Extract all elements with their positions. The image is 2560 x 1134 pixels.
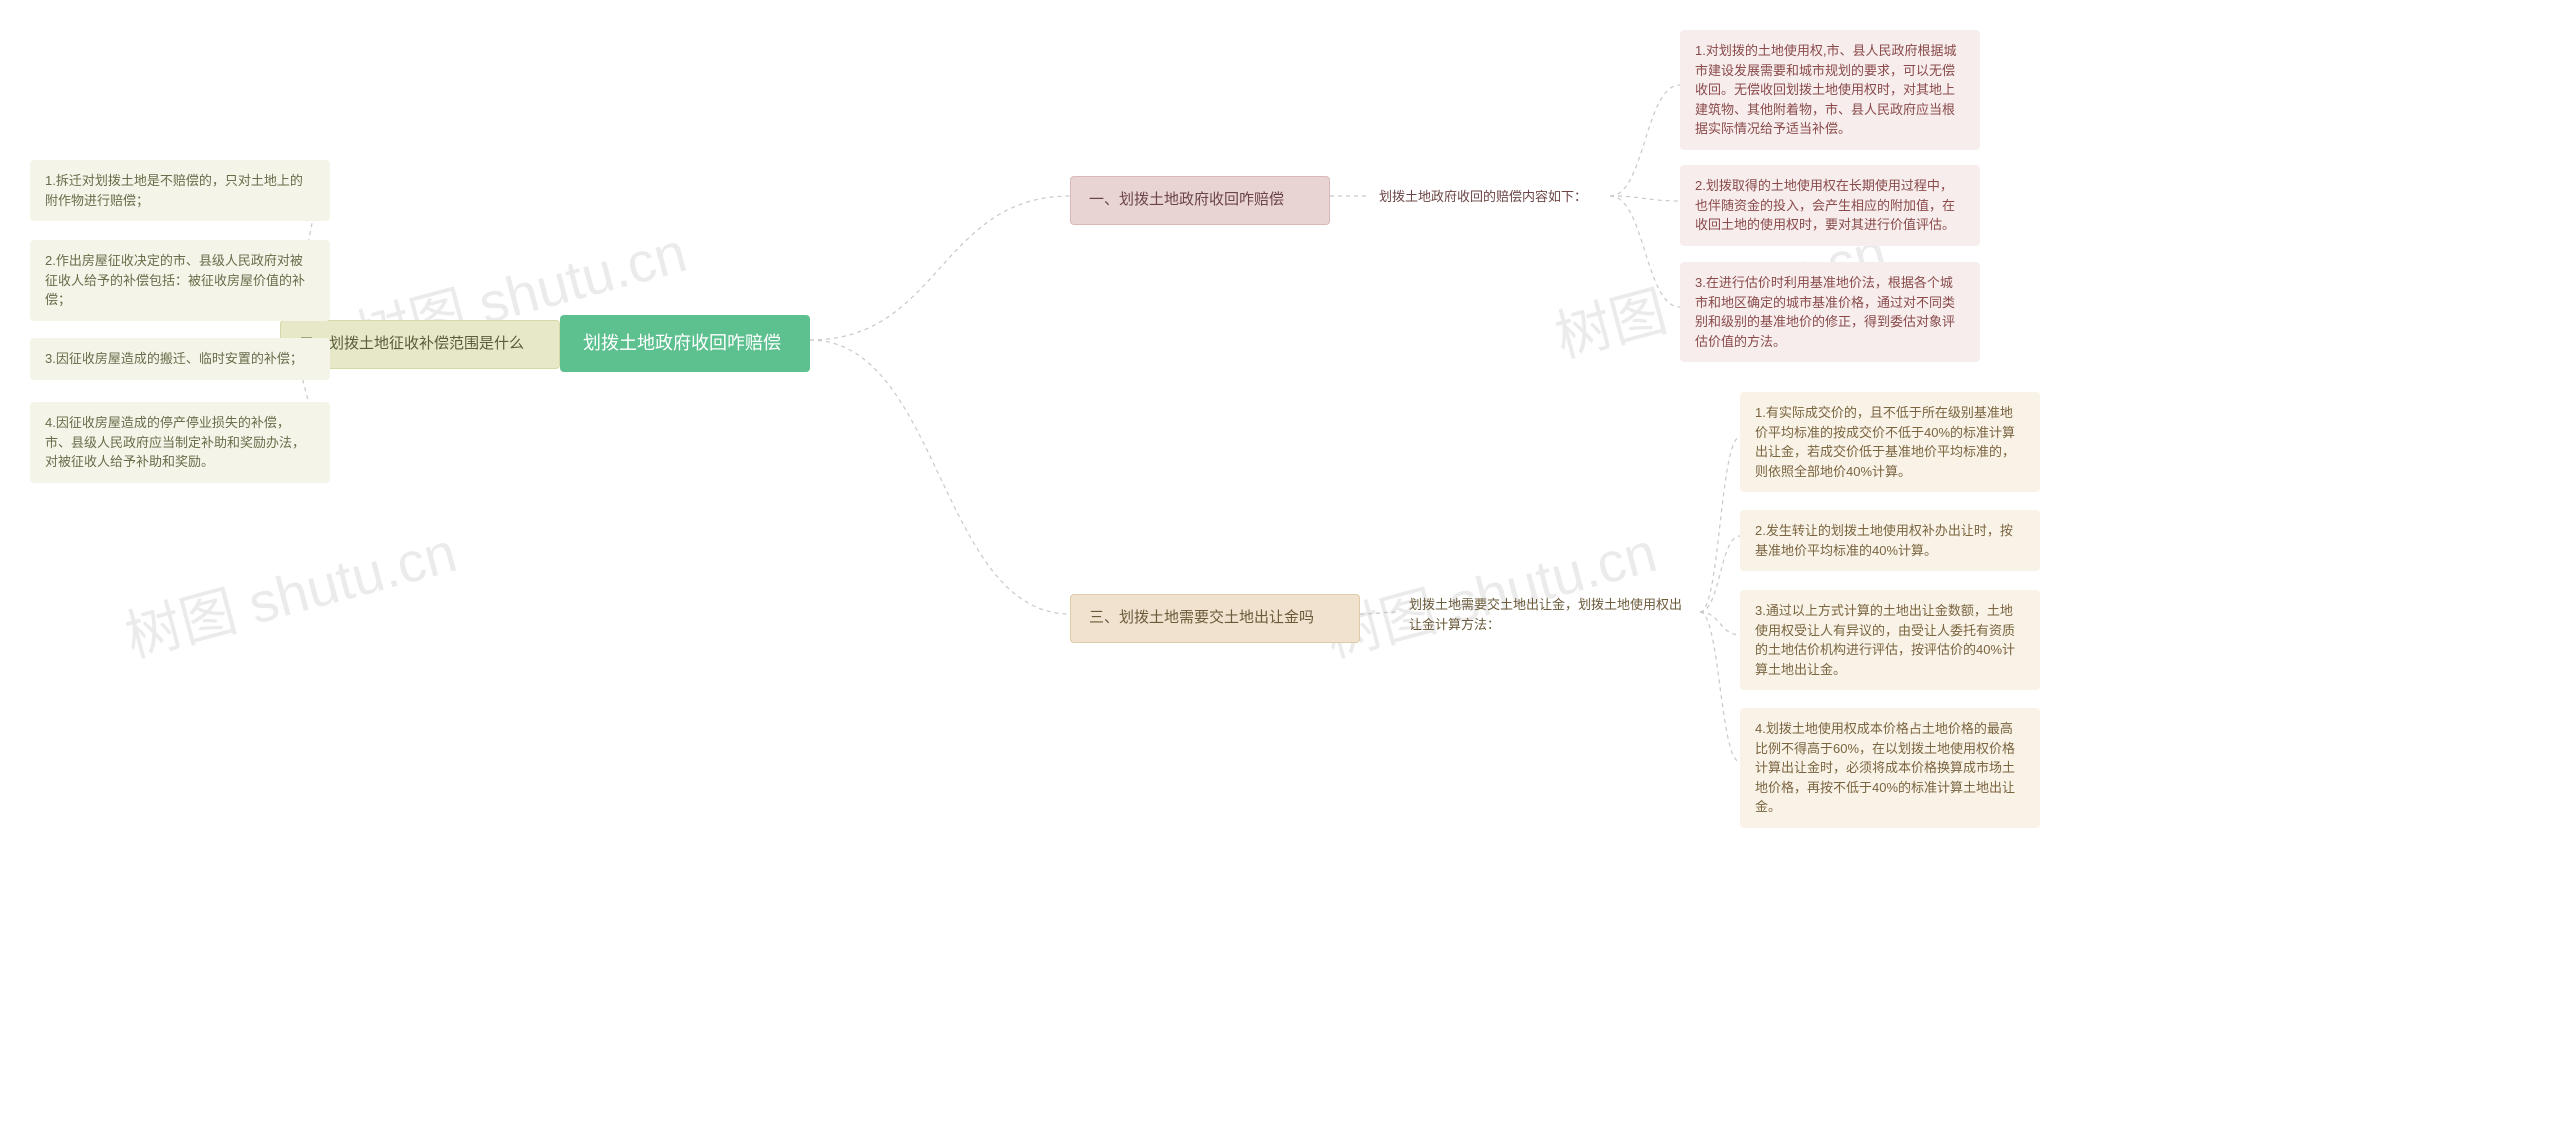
leaf-2-3-text: 3.因征收房屋造成的搬迁、临时安置的补偿；	[45, 351, 303, 366]
leaf-2-4[interactable]: 4.因征收房屋造成的停产停业损失的补偿，市、县级人民政府应当制定补助和奖励办法，…	[30, 402, 330, 483]
branch-3[interactable]: 三、划拨土地需要交土地出让金吗	[1070, 594, 1360, 643]
branch-3-label: 三、划拨土地需要交土地出让金吗	[1089, 609, 1314, 626]
watermark: 树图 shutu.cn	[115, 507, 464, 673]
leaf-3-2-text: 2.发生转让的划拨土地使用权补办出让时，按基准地价平均标准的40%计算。	[1755, 523, 2013, 558]
leaf-3-4[interactable]: 4.划拨土地使用权成本价格占土地价格的最高比例不得高于60%，在以划拨土地使用权…	[1740, 708, 2040, 828]
leaf-1-1[interactable]: 1.对划拨的土地使用权,市、县人民政府根据城市建设发展需要和城市规划的要求，可以…	[1680, 30, 1980, 150]
leaf-2-2[interactable]: 2.作出房屋征收决定的市、县级人民政府对被征收人给予的补偿包括：被征收房屋价值的…	[30, 240, 330, 321]
leaf-1-2-text: 2.划拨取得的土地使用权在长期使用过程中，也伴随资金的投入，会产生相应的附加值，…	[1695, 178, 1955, 232]
leaf-2-1[interactable]: 1.拆迁对划拨土地是不赔偿的，只对土地上的附作物进行赔偿；	[30, 160, 330, 221]
leaf-1-2[interactable]: 2.划拨取得的土地使用权在长期使用过程中，也伴随资金的投入，会产生相应的附加值，…	[1680, 165, 1980, 246]
leaf-1-1-text: 1.对划拨的土地使用权,市、县人民政府根据城市建设发展需要和城市规划的要求，可以…	[1695, 43, 1956, 136]
leaf-2-4-text: 4.因征收房屋造成的停产停业损失的补偿，市、县级人民政府应当制定补助和奖励办法，…	[45, 415, 305, 469]
leaf-2-3[interactable]: 3.因征收房屋造成的搬迁、临时安置的补偿；	[30, 338, 330, 380]
branch-1[interactable]: 一、划拨土地政府收回咋赔偿	[1070, 176, 1330, 225]
leaf-3-1-text: 1.有实际成交价的，且不低于所在级别基准地价平均标准的按成交价不低于40%的标准…	[1755, 405, 2015, 479]
branch-2-label: 二、划拨土地征收补偿范围是什么	[299, 335, 524, 352]
branch-1-sub: 划拨土地政府收回的赔偿内容如下：	[1370, 182, 1610, 212]
leaf-1-3-text: 3.在进行估价时利用基准地价法，根据各个城市和地区确定的城市基准价格，通过对不同…	[1695, 275, 1955, 349]
leaf-3-4-text: 4.划拨土地使用权成本价格占土地价格的最高比例不得高于60%，在以划拨土地使用权…	[1755, 721, 2015, 814]
leaf-3-2[interactable]: 2.发生转让的划拨土地使用权补办出让时，按基准地价平均标准的40%计算。	[1740, 510, 2040, 571]
branch-1-sub-label: 划拨土地政府收回的赔偿内容如下：	[1379, 189, 1587, 204]
root-node[interactable]: 划拨土地政府收回咋赔偿	[560, 315, 810, 372]
leaf-3-1[interactable]: 1.有实际成交价的，且不低于所在级别基准地价平均标准的按成交价不低于40%的标准…	[1740, 392, 2040, 492]
branch-1-label: 一、划拨土地政府收回咋赔偿	[1089, 191, 1284, 208]
branch-3-sub: 划拨土地需要交土地出让金，划拨土地使用权出让金计算方法：	[1400, 590, 1700, 639]
branch-3-sub-label: 划拨土地需要交土地出让金，划拨土地使用权出让金计算方法：	[1409, 597, 1682, 632]
leaf-2-1-text: 1.拆迁对划拨土地是不赔偿的，只对土地上的附作物进行赔偿；	[45, 173, 303, 208]
leaf-2-2-text: 2.作出房屋征收决定的市、县级人民政府对被征收人给予的补偿包括：被征收房屋价值的…	[45, 253, 305, 307]
leaf-3-3-text: 3.通过以上方式计算的土地出让金数额，土地使用权受让人有异议的，由受让人委托有资…	[1755, 603, 2015, 677]
leaf-3-3[interactable]: 3.通过以上方式计算的土地出让金数额，土地使用权受让人有异议的，由受让人委托有资…	[1740, 590, 2040, 690]
connector-lines	[0, 0, 2560, 1134]
leaf-1-3[interactable]: 3.在进行估价时利用基准地价法，根据各个城市和地区确定的城市基准价格，通过对不同…	[1680, 262, 1980, 362]
root-label: 划拨土地政府收回咋赔偿	[583, 333, 781, 353]
